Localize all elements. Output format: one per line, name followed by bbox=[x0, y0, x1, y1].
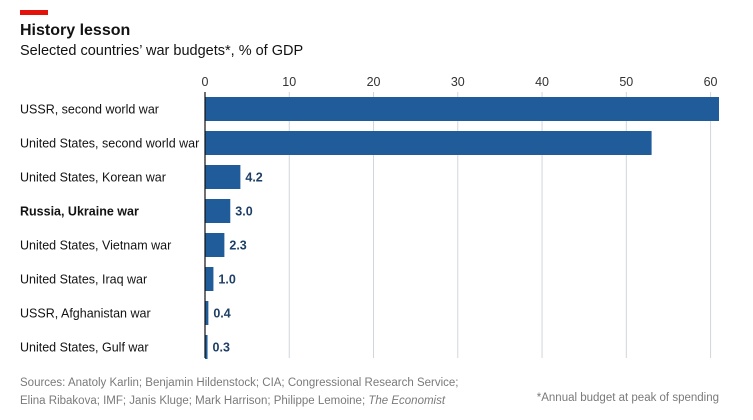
bar bbox=[205, 131, 652, 155]
data-label: 2.3 bbox=[229, 239, 246, 253]
bar bbox=[205, 165, 241, 189]
chart-subtitle: Selected countries’ war budgets*, % of G… bbox=[20, 43, 304, 59]
category-label: Russia, Ukraine war bbox=[20, 205, 139, 219]
category-label: USSR, second world war bbox=[20, 103, 159, 117]
x-tick-label: 0 bbox=[202, 75, 209, 89]
sources-publication: The Economist bbox=[368, 395, 446, 407]
chart-title: History lesson bbox=[20, 22, 131, 39]
data-label: 1.0 bbox=[218, 273, 235, 287]
category-label: United States, second world war bbox=[20, 137, 199, 151]
category-label: United States, Vietnam war bbox=[20, 239, 171, 253]
x-tick-label: 20 bbox=[367, 75, 381, 89]
footnote: *Annual budget at peak of spending bbox=[536, 392, 719, 404]
sources-line-2: Elina Ribakova; IMF; Janis Kluge; Mark H… bbox=[20, 392, 458, 410]
x-tick-label: 50 bbox=[619, 75, 633, 89]
bar-chart: 0 10 20 30 40 50 60 USSR, second world war Unite… bbox=[20, 75, 719, 359]
category-label: United States, Korean war bbox=[20, 171, 166, 185]
sources-line-1: Sources: Anatoly Karlin; Benjamin Hilden… bbox=[20, 377, 459, 389]
category-label: United States, Iraq war bbox=[20, 273, 147, 287]
data-label: 3.0 bbox=[235, 205, 252, 219]
bar bbox=[205, 199, 231, 223]
bar bbox=[205, 301, 209, 325]
x-tick-label: 40 bbox=[535, 75, 549, 89]
x-tick-label: 30 bbox=[451, 75, 465, 89]
data-label: 0.4 bbox=[213, 307, 230, 321]
x-tick-label: 10 bbox=[282, 75, 296, 89]
bar bbox=[205, 267, 214, 291]
x-tick-label: 60 bbox=[704, 75, 718, 89]
bar bbox=[205, 335, 208, 359]
category-label: United States, Gulf war bbox=[20, 341, 149, 355]
brand-accent-bar bbox=[20, 10, 48, 15]
sources-line-2-text: Elina Ribakova; IMF; Janis Kluge; Mark H… bbox=[20, 395, 369, 407]
bar bbox=[205, 97, 719, 121]
data-label: 0.3 bbox=[213, 341, 230, 355]
data-label: 4.2 bbox=[245, 171, 262, 185]
bar bbox=[205, 233, 225, 257]
category-label: USSR, Afghanistan war bbox=[20, 307, 151, 321]
sources-note: Sources: Anatoly Karlin; Benjamin Hilden… bbox=[20, 374, 458, 410]
